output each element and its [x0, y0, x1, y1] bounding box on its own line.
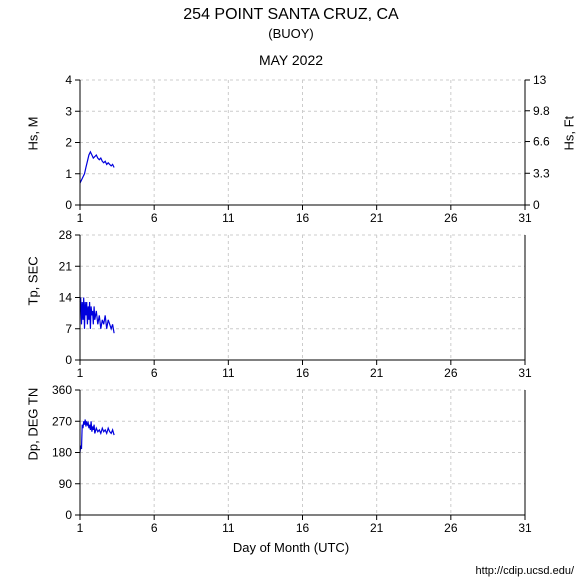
svg-text:180: 180: [52, 446, 72, 460]
svg-text:31: 31: [518, 366, 532, 380]
chart-tp: 07142128161116212631: [80, 235, 525, 360]
svg-text:7: 7: [65, 322, 72, 336]
svg-text:0: 0: [65, 508, 72, 522]
ylabel-dp: Dp, DEG TN: [26, 444, 41, 460]
svg-text:11: 11: [222, 211, 235, 225]
svg-text:1: 1: [77, 211, 84, 225]
svg-text:16: 16: [296, 366, 310, 380]
credit-url: http://cdip.ucsd.edu/: [476, 565, 574, 577]
svg-text:6: 6: [151, 366, 158, 380]
svg-text:31: 31: [518, 211, 532, 225]
svg-text:0: 0: [533, 198, 540, 212]
svg-text:6: 6: [151, 211, 158, 225]
svg-text:9.8: 9.8: [533, 104, 550, 118]
month-title: MAY 2022: [0, 52, 582, 68]
svg-text:360: 360: [52, 383, 72, 397]
svg-text:4: 4: [65, 73, 72, 87]
ylabel-right-hs: Hs, Ft: [562, 134, 577, 150]
svg-text:90: 90: [59, 477, 73, 491]
chart-dp: 090180270360161116212631: [80, 390, 525, 515]
svg-text:21: 21: [370, 211, 384, 225]
svg-text:26: 26: [444, 211, 458, 225]
svg-text:31: 31: [518, 521, 532, 535]
svg-text:270: 270: [52, 414, 72, 428]
svg-text:3: 3: [65, 104, 72, 118]
svg-text:21: 21: [59, 259, 73, 273]
svg-text:26: 26: [444, 521, 458, 535]
svg-text:26: 26: [444, 366, 458, 380]
ylabel-tp: Tp, SEC: [26, 289, 41, 305]
svg-text:6.6: 6.6: [533, 135, 550, 149]
svg-text:1: 1: [77, 521, 84, 535]
svg-text:1: 1: [65, 167, 72, 181]
svg-text:3.3: 3.3: [533, 166, 550, 180]
ylabel-hs: Hs, M: [26, 134, 41, 150]
svg-text:0: 0: [65, 198, 72, 212]
main-title: 254 POINT SANTA CRUZ, CA: [0, 6, 582, 24]
svg-text:13: 13: [533, 73, 547, 87]
svg-text:1: 1: [77, 366, 84, 380]
svg-text:6: 6: [151, 521, 158, 535]
svg-text:11: 11: [222, 521, 235, 535]
svg-text:2: 2: [65, 136, 72, 150]
chart-container: 254 POINT SANTA CRUZ, CA (BUOY) MAY 2022…: [0, 0, 582, 581]
svg-text:0: 0: [65, 353, 72, 367]
svg-text:28: 28: [59, 228, 73, 242]
svg-text:11: 11: [222, 366, 235, 380]
svg-text:16: 16: [296, 521, 310, 535]
svg-text:21: 21: [370, 521, 384, 535]
x-axis-label: Day of Month (UTC): [0, 540, 582, 555]
svg-text:16: 16: [296, 211, 310, 225]
chart-hs: 0123403.36.69.813161116212631: [80, 80, 525, 205]
svg-text:21: 21: [370, 366, 384, 380]
svg-text:14: 14: [59, 291, 73, 305]
sub-title: (BUOY): [0, 26, 582, 41]
